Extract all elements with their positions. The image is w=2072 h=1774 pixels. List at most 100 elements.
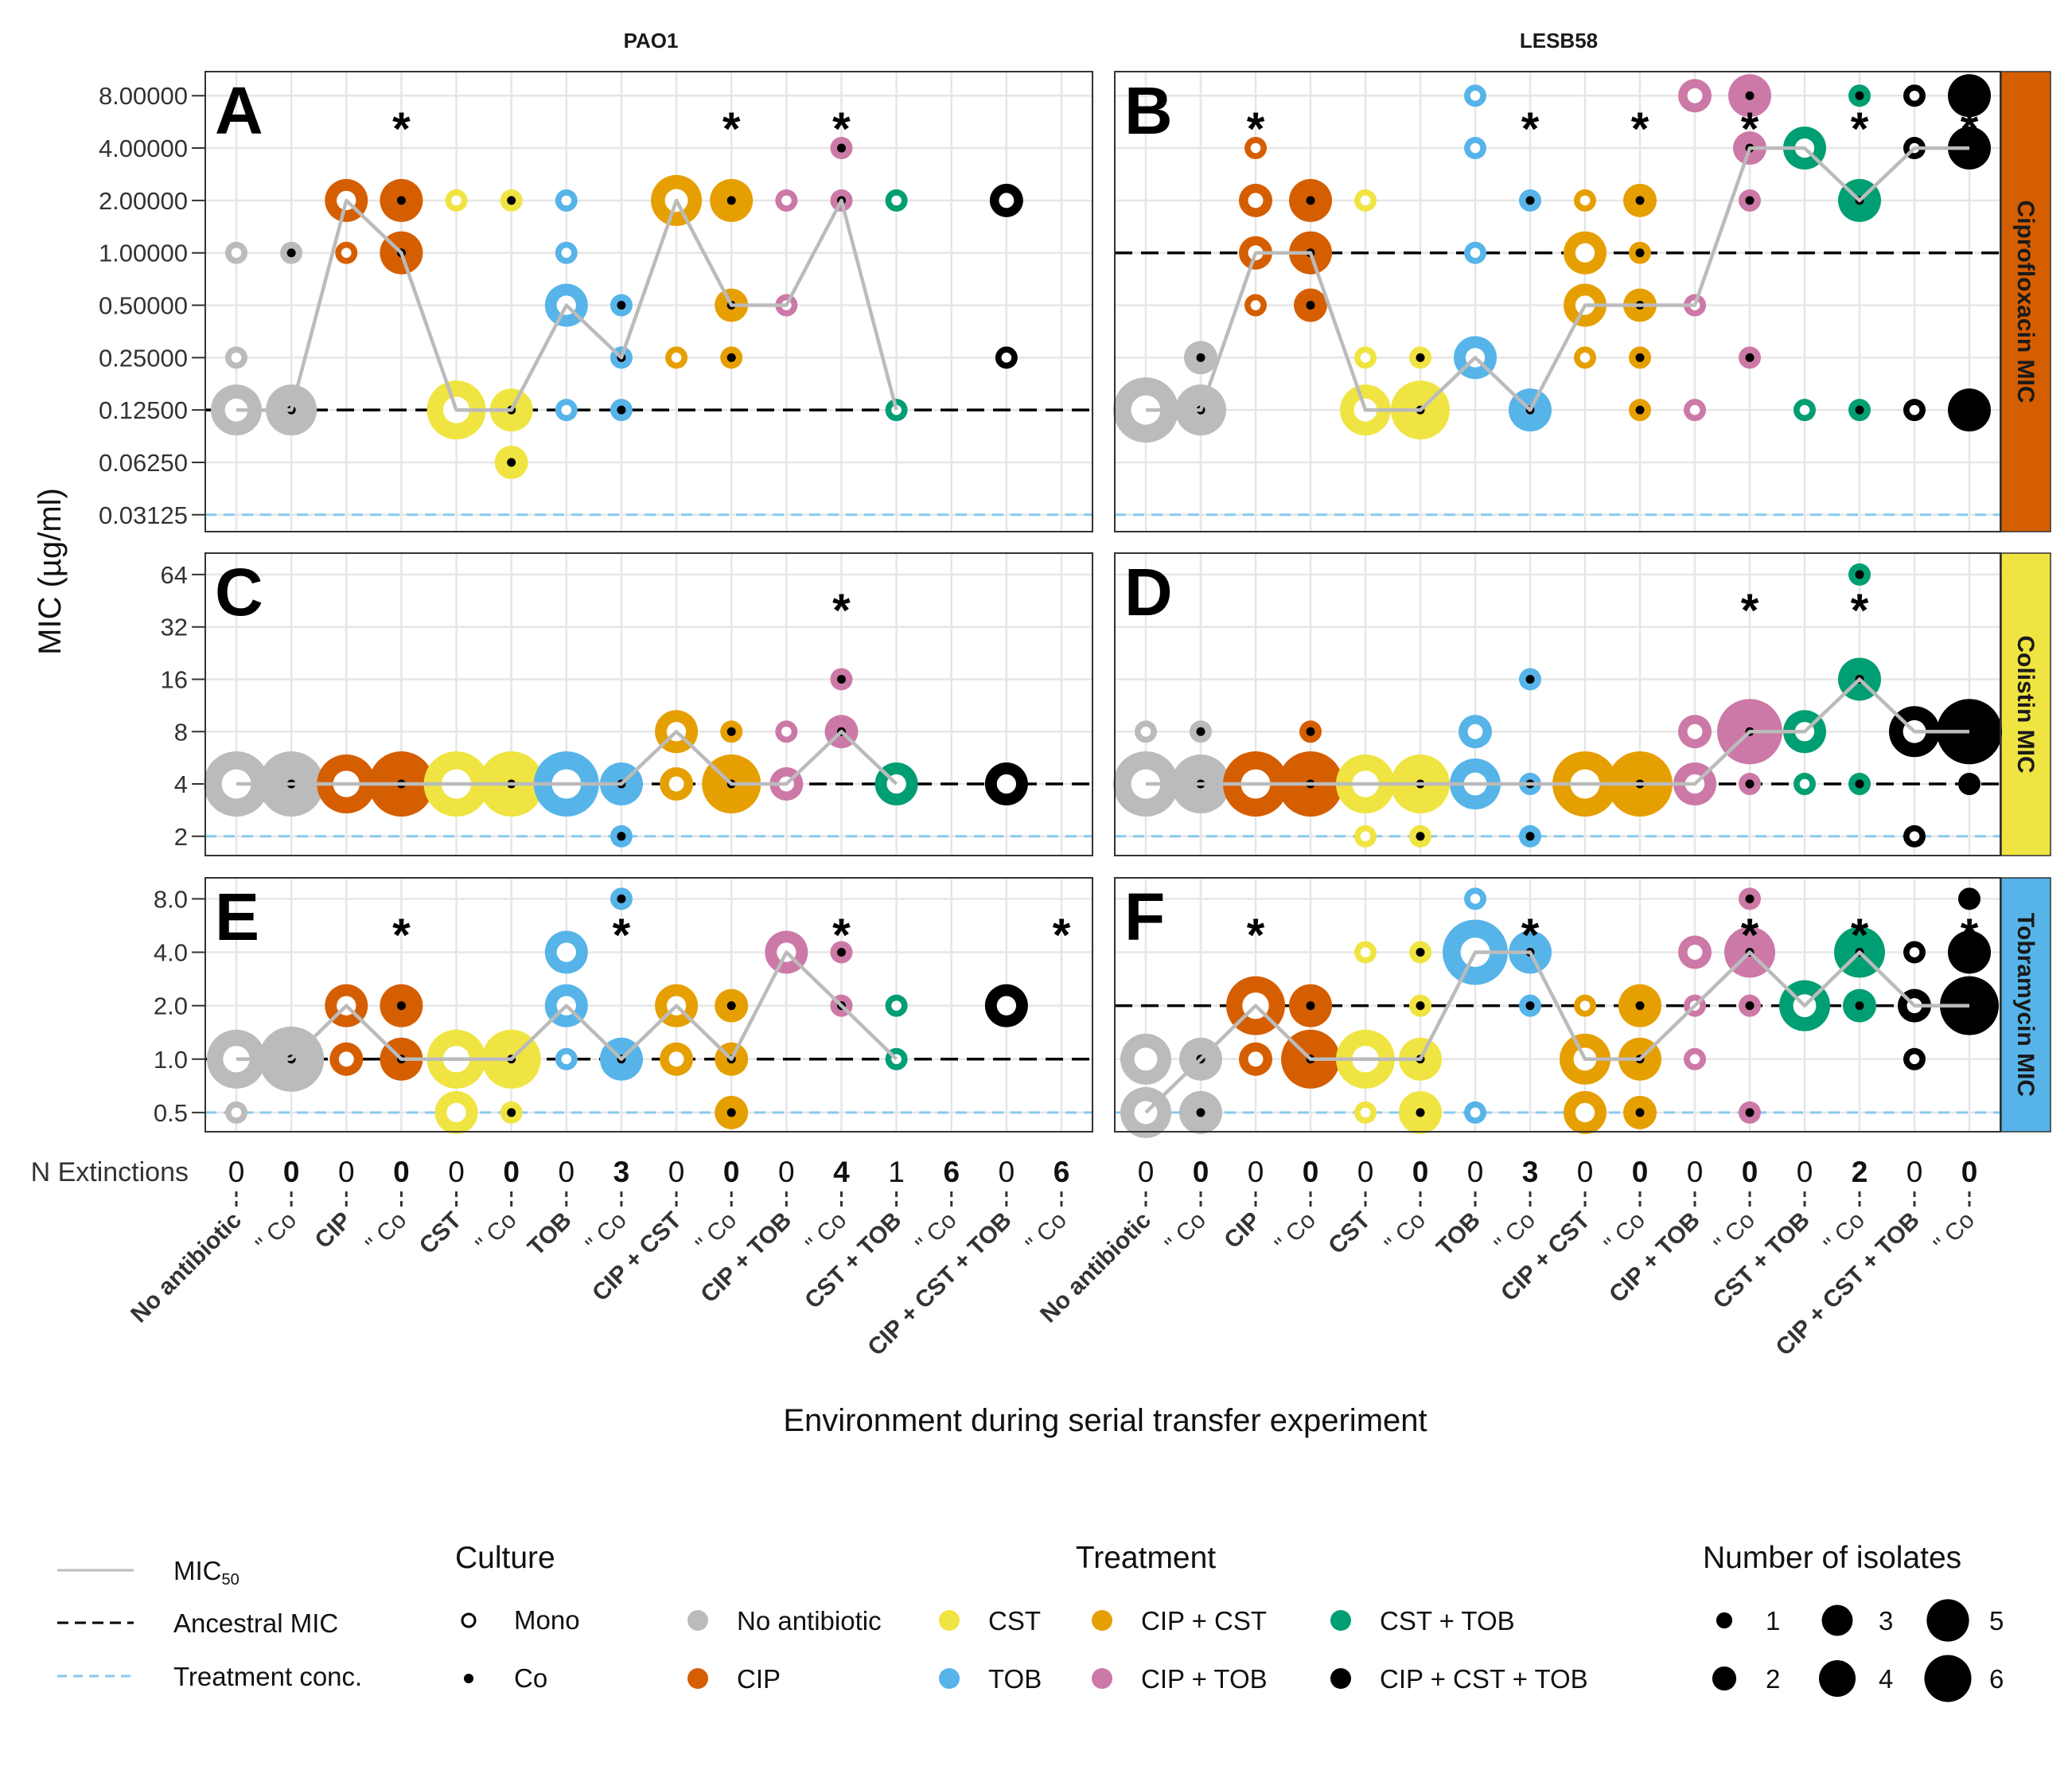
mono-marker (1687, 945, 1703, 960)
n-extinctions-value: 0 (228, 1156, 245, 1188)
mono-marker (333, 770, 360, 797)
n-extinctions-value: 0 (999, 1156, 1015, 1188)
mono-marker (1579, 1000, 1591, 1011)
legend-size-label: 3 (1879, 1606, 1893, 1636)
co-marker (396, 1001, 406, 1011)
co-marker (507, 1055, 516, 1064)
mono-marker (1470, 90, 1481, 101)
legend-size-label: 1 (1766, 1606, 1780, 1636)
significance-star: * (1961, 910, 1979, 961)
legend-treatment-key (1092, 1610, 1112, 1631)
significance-star: * (1247, 103, 1265, 155)
n-extinctions-value: 0 (668, 1156, 685, 1188)
mic50-line (1146, 146, 1969, 412)
co-marker (396, 1055, 406, 1064)
n-extinctions-value: 0 (1742, 1156, 1758, 1188)
mono-marker (1579, 195, 1591, 206)
co-marker (1635, 1001, 1645, 1011)
n-extinctions-value: 0 (559, 1156, 575, 1188)
legend-co-key (464, 1674, 473, 1683)
significance-star: * (1851, 585, 1869, 637)
mono-marker (1579, 353, 1591, 363)
y-tick-label: 2.0 (154, 992, 188, 1020)
mono-marker (999, 193, 1015, 209)
y-tick-label: 32 (161, 614, 188, 641)
mono-marker (996, 774, 1017, 794)
mono-marker (668, 776, 684, 792)
n-extinctions-value: 0 (723, 1156, 740, 1188)
mono-marker (1250, 300, 1261, 310)
co-marker (1965, 894, 1974, 903)
n-extinctions-value: 0 (1138, 1156, 1155, 1188)
n-extinctions-value: 3 (613, 1156, 630, 1188)
co-marker (1965, 947, 1974, 957)
mono-marker (1909, 831, 1920, 842)
mono-marker (1360, 353, 1371, 363)
facet-strip-label: Ciprofloxacin MIC (2012, 200, 2039, 403)
mono-marker (1467, 723, 1483, 739)
significance-star: * (613, 910, 631, 961)
mono-marker (1470, 894, 1481, 904)
legend-size-key (1712, 1666, 1737, 1691)
legend-treatment-title: Treatment (1076, 1541, 1216, 1575)
legend-treatment-key (1092, 1668, 1112, 1689)
mono-marker (231, 353, 242, 363)
mono-marker (1687, 723, 1703, 739)
column-title-pao1: PAO1 (624, 29, 679, 53)
x-tick-label: TOB (523, 1207, 577, 1261)
y-tick-label: 8 (174, 718, 188, 746)
y-tick-label: 0.06250 (99, 449, 188, 477)
mono-marker (1799, 778, 1810, 790)
mono-marker (442, 396, 470, 423)
co-marker (1965, 779, 1974, 789)
co-marker (726, 727, 736, 736)
co-marker (836, 196, 846, 205)
n-extinctions-value: 0 (283, 1156, 300, 1188)
legend-treatment-label: CIP + TOB (1141, 1664, 1268, 1694)
n-extinctions-value: 6 (1054, 1156, 1070, 1188)
y-tick-label: 4 (174, 770, 188, 798)
co-marker (1745, 91, 1755, 100)
panel-letter: A (215, 73, 263, 148)
significance-star: * (1961, 103, 1979, 155)
mono-marker (664, 189, 688, 212)
mono-marker (1909, 404, 1920, 415)
n-extinctions-value: 0 (448, 1156, 465, 1188)
n-extinctions-value: 0 (1906, 1156, 1923, 1188)
y-tick-label: 2.00000 (99, 187, 188, 215)
legend-size-key (1926, 1599, 1969, 1642)
x-tick-label: CST (415, 1207, 467, 1260)
significance-star: * (1741, 585, 1759, 637)
x-tick-label: " Co (360, 1207, 411, 1258)
mono-marker (668, 1051, 684, 1067)
panel-B: * * * * * * B (1113, 71, 2001, 532)
legend-line-label: Treatment conc. (173, 1662, 362, 1691)
y-tick-label: 64 (161, 561, 188, 589)
y-tick-label: 0.50000 (99, 292, 188, 320)
mono-marker (1248, 193, 1264, 209)
legend-mono-key (461, 1612, 477, 1628)
co-marker (1635, 353, 1645, 362)
co-marker (1416, 1108, 1425, 1117)
n-extinctions-value: 1 (888, 1156, 905, 1188)
co-marker (836, 143, 846, 153)
n-extinctions-value: 0 (1193, 1156, 1209, 1188)
x-tick-label: CST + TOB (800, 1207, 906, 1314)
co-marker (617, 894, 626, 903)
n-extinctions-value: 0 (1248, 1156, 1264, 1188)
co-marker (1745, 196, 1755, 205)
mono-marker (561, 248, 572, 259)
n-extinctions-value: 0 (1412, 1156, 1429, 1188)
mono-marker (1360, 1107, 1371, 1118)
legend-size-label: 4 (1879, 1664, 1893, 1694)
mono-marker (1360, 831, 1371, 842)
x-tick-label: CST (1323, 1207, 1376, 1260)
significance-star: * (832, 585, 851, 637)
co-marker (507, 458, 516, 467)
legend-treatment-label: CST (988, 1606, 1041, 1636)
x-tick-label: CIP (310, 1207, 357, 1254)
mono-marker (1470, 1107, 1481, 1118)
y-tick-label: 1.00000 (99, 240, 188, 267)
n-extinctions-value: 0 (1687, 1156, 1704, 1188)
legend-size-key (1818, 1659, 1856, 1698)
